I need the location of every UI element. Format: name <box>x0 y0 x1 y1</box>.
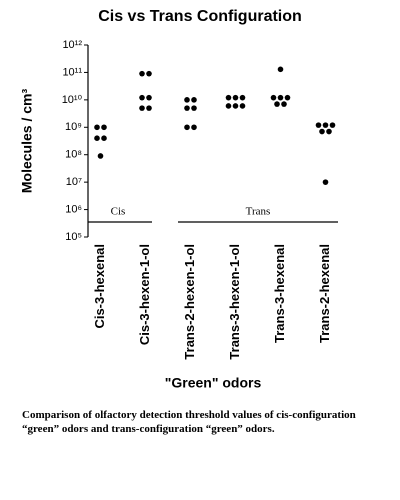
data-point <box>322 179 329 185</box>
data-point <box>101 135 107 142</box>
x-tick-label: Trans-2-hexenal <box>317 244 332 343</box>
data-point <box>94 124 100 131</box>
annotation: Cis <box>111 206 126 218</box>
data-point <box>315 122 322 128</box>
data-point <box>277 66 284 73</box>
data-point <box>239 94 246 101</box>
data-point <box>239 103 246 109</box>
y-tick-label: 10¹¹ <box>62 66 82 78</box>
y-tick-label: 10¹⁰ <box>62 94 83 106</box>
data-point <box>191 97 197 103</box>
y-tick-label: 10⁵ <box>65 231 82 243</box>
x-tick-label: Trans-2-hexen-1-ol <box>182 244 197 360</box>
x-tick-label: Trans-3-hexenal <box>272 244 287 343</box>
data-point <box>184 97 190 103</box>
y-tick-label: 10⁹ <box>65 121 82 133</box>
x-tick-label: Cis-3-hexenal <box>92 244 107 329</box>
data-point <box>139 94 145 101</box>
chart-title: Cis vs Trans Configuration <box>98 8 302 25</box>
data-point <box>101 124 107 131</box>
data-point <box>94 135 100 142</box>
annotation: Trans <box>246 206 271 218</box>
x-tick-label: Cis-3-hexen-1-ol <box>137 244 152 345</box>
data-point <box>139 105 145 111</box>
data-point <box>225 94 232 101</box>
data-point <box>97 153 104 159</box>
x-axis-label: "Green" odors <box>165 375 262 391</box>
x-tick-label: Trans-3-hexen-1-ol <box>227 244 242 360</box>
data-point <box>146 105 152 111</box>
data-point <box>191 124 197 131</box>
data-point <box>322 122 329 128</box>
data-point <box>232 94 239 101</box>
y-tick-label: 10⁶ <box>65 203 82 215</box>
data-point <box>184 105 190 111</box>
y-tick-label: 10¹² <box>62 39 82 51</box>
data-point <box>329 122 336 128</box>
data-point <box>326 128 332 135</box>
data-point <box>139 70 145 77</box>
y-axis-label: Molecules / cm³ <box>19 89 35 194</box>
data-point <box>284 94 291 101</box>
data-point <box>274 101 280 107</box>
data-point <box>191 105 197 111</box>
chart: Cis vs Trans Configuration Molecules / c… <box>19 8 338 391</box>
data-point <box>270 94 277 101</box>
data-point <box>184 124 190 131</box>
data-point <box>146 70 152 77</box>
caption: Comparison of olfactory detection thresh… <box>22 409 356 435</box>
data-point <box>232 103 239 109</box>
data-point <box>319 128 325 135</box>
y-tick-label: 10⁸ <box>65 149 82 161</box>
y-tick-label: 10⁷ <box>66 176 82 188</box>
data-point <box>277 94 284 101</box>
data-point <box>225 103 232 109</box>
data-point <box>281 101 287 107</box>
data-point <box>146 94 152 101</box>
